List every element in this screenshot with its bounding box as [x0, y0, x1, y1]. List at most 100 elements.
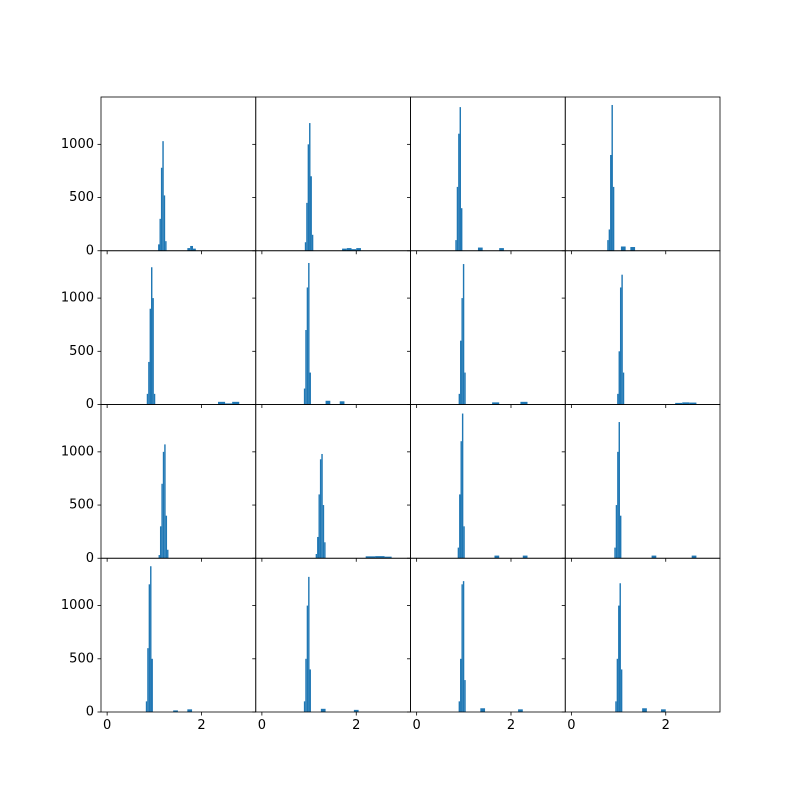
y-tick-label: 0 [86, 705, 94, 720]
y-tick-label: 1000 [61, 291, 94, 306]
histogram-bar [324, 542, 326, 559]
histogram-bar [689, 402, 697, 405]
histogram-bar [458, 133, 460, 251]
x-tick-label: 0 [103, 718, 111, 733]
histogram-bar [630, 247, 636, 251]
histogram-bar [615, 505, 618, 559]
histogram-bar [187, 248, 191, 251]
histogram-bar [494, 555, 500, 559]
y-tick-label: 500 [69, 190, 94, 205]
histogram-bar [460, 441, 462, 559]
histogram-bar [151, 267, 153, 405]
histogram-bar [610, 154, 612, 251]
histogram-bar [225, 403, 233, 405]
histogram-bar [458, 393, 461, 405]
histogram-bar [461, 413, 464, 559]
axes-frame [255, 250, 411, 405]
y-tick-label: 0 [86, 397, 94, 412]
axes-frame [410, 96, 566, 252]
histogram-bar [303, 388, 306, 405]
histogram-bar [303, 701, 306, 712]
histogram-bar [461, 298, 463, 405]
histogram-bar [612, 186, 615, 251]
histogram-bar [161, 483, 163, 559]
histogram-bar [304, 242, 307, 251]
histogram-bar [311, 234, 314, 251]
histogram-bar [620, 669, 623, 712]
histogram-bar [463, 526, 465, 559]
y-tick-label: 1000 [61, 444, 94, 459]
y-tick-label: 1000 [61, 598, 94, 613]
histogram-bar [309, 669, 311, 712]
histogram-bar [518, 709, 523, 712]
histogram-bar [317, 536, 319, 559]
histogram-bar [193, 248, 196, 251]
axes-frame [410, 250, 566, 405]
axes-frame [564, 96, 721, 252]
histogram-bar [342, 248, 347, 251]
axes-frame [255, 404, 411, 559]
histogram-bar [218, 401, 226, 405]
x-tick-label: 2 [352, 718, 360, 733]
axes-frame [255, 557, 411, 713]
histogram-bar [187, 709, 193, 712]
histogram-bar [661, 709, 666, 712]
y-tick-label: 500 [69, 498, 94, 513]
histogram-bar [322, 505, 325, 559]
histogram-bar [618, 422, 620, 559]
histogram-bar [309, 123, 311, 251]
histogram-bar [346, 248, 352, 251]
histogram-bar [618, 605, 620, 712]
histogram-bar [158, 555, 160, 559]
histogram-bar [492, 402, 500, 405]
histogram-bar [232, 401, 240, 405]
histogram-bar [460, 340, 462, 405]
histogram-bar [167, 549, 169, 559]
histogram-bar [318, 494, 320, 559]
histogram-bar [315, 553, 318, 559]
histogram-bar [619, 515, 622, 559]
histogram-bar [464, 680, 466, 712]
histogram-bar [159, 218, 161, 251]
y-tick-label: 500 [69, 651, 94, 666]
histogram-bar [682, 402, 690, 405]
histogram-bar [150, 566, 152, 712]
histogram-bar [308, 576, 310, 712]
histogram-bar [149, 308, 152, 405]
y-tick-label: 500 [69, 344, 94, 359]
histogram-bar [458, 701, 461, 712]
axes-frame [410, 557, 566, 713]
histogram-bar [522, 555, 528, 559]
histogram-bar [160, 167, 163, 251]
histogram-bar [147, 648, 149, 712]
histogram-bar [615, 701, 617, 712]
histogram-bar [619, 287, 622, 405]
axes-frame [100, 96, 257, 252]
histogram-bar [308, 262, 310, 405]
histogram-bar [351, 249, 357, 251]
histogram-bar [616, 658, 619, 712]
histogram-bar [457, 547, 460, 559]
x-tick-label: 2 [662, 718, 670, 733]
histogram-bar [617, 451, 619, 559]
histogram-bar [462, 581, 465, 712]
histogram-bar [320, 708, 326, 712]
histogram-bar [642, 708, 647, 712]
histogram-bar [146, 393, 149, 405]
histogram-bar [459, 494, 461, 559]
axes-frame [564, 250, 721, 405]
histogram-bar [162, 141, 164, 251]
histogram-bar [321, 453, 323, 559]
histogram-bar [620, 246, 626, 251]
histogram-bar [356, 248, 361, 251]
histogram-bar [691, 555, 697, 559]
histogram-bar [173, 710, 178, 712]
histogram-bar [163, 195, 166, 251]
histogram-bar [153, 393, 156, 405]
histogram-bar [325, 400, 331, 405]
histogram-bar [190, 245, 194, 251]
histogram-bar [305, 330, 307, 405]
histogram-bar [619, 583, 621, 712]
